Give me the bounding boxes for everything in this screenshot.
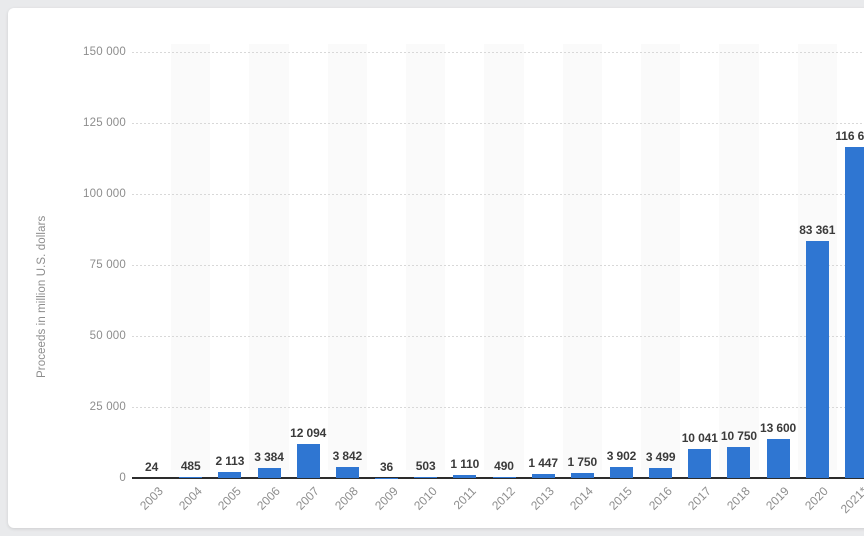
x-tick-label: 2019 — [763, 484, 792, 513]
x-tick-label: 2003 — [136, 484, 166, 513]
column-bands — [132, 44, 864, 470]
y-tick-label: 25 000 — [89, 401, 126, 413]
y-tick-label: 125 000 — [83, 117, 126, 129]
bar-chart: 0 25 000 50 000 75 000 100 000 125 000 150 000… — [8, 8, 864, 528]
bar[interactable] — [844, 146, 864, 478]
gridline — [132, 194, 864, 195]
y-tick-label: 75 000 — [89, 259, 126, 271]
x-tick-label: 2006 — [254, 484, 283, 513]
bar[interactable] — [218, 472, 242, 478]
plot-area — [132, 44, 864, 470]
column-band — [641, 44, 681, 470]
column-band — [406, 44, 446, 470]
x-tick-label: 2016 — [645, 484, 675, 513]
bar[interactable] — [335, 467, 359, 478]
y-axis-title: Proceeds in million U.S. dollars — [36, 215, 48, 378]
x-tick-label: 2014 — [567, 484, 597, 513]
gridline — [132, 265, 864, 266]
bar[interactable] — [414, 476, 438, 478]
gridline — [132, 336, 864, 337]
gridlines — [132, 44, 864, 470]
bar-value-label: 10 041 — [681, 431, 718, 446]
column-band — [249, 44, 289, 470]
bar-value-label: 3 499 — [645, 450, 676, 465]
column-band — [719, 44, 759, 470]
x-tick-label: 2017 — [684, 484, 714, 513]
bar-value-label: 2 113 — [215, 453, 245, 468]
bar[interactable] — [179, 476, 203, 478]
y-tick-label: 50 000 — [89, 330, 126, 342]
bar-value-label: 116 645 — [835, 128, 864, 143]
bar[interactable] — [570, 473, 594, 478]
bar-value-label: 485 — [180, 458, 201, 473]
x-tick-label: 2007 — [293, 484, 323, 513]
x-tick-label: 2012 — [489, 484, 518, 513]
bar-value-label: 503 — [415, 458, 436, 473]
bar-value-label: 83 361 — [799, 223, 836, 238]
bar-value-label: 3 902 — [606, 448, 637, 463]
x-tick-label: 2013 — [528, 484, 558, 513]
bar[interactable] — [766, 439, 790, 478]
x-tick-label: 2010 — [410, 484, 440, 513]
bar-value-label: 1 750 — [567, 455, 598, 470]
bar[interactable] — [609, 466, 633, 478]
x-tick-label: 2004 — [175, 484, 205, 513]
bar[interactable] — [649, 468, 673, 478]
bar-value-label: 36 — [379, 459, 394, 474]
x-tick-label: 2021* — [838, 484, 864, 517]
chart-card: 0 25 000 50 000 75 000 100 000 125 000 150 000… — [8, 8, 864, 528]
bar[interactable] — [296, 443, 320, 478]
x-axis-line — [132, 477, 864, 479]
column-band — [484, 44, 524, 470]
x-tick-label: 2011 — [450, 484, 479, 513]
x-tick-label: 2020 — [802, 484, 832, 513]
bar-value-label: 24 — [145, 459, 159, 474]
y-tick-label: 150 000 — [83, 46, 126, 58]
x-tick-label: 2008 — [332, 484, 362, 513]
bar-value-label: 490 — [494, 458, 514, 473]
gridline — [132, 52, 864, 53]
bar-series — [132, 44, 864, 478]
bar[interactable] — [805, 241, 829, 478]
x-tick-label: 2005 — [215, 484, 244, 513]
bar[interactable] — [453, 474, 477, 478]
bar[interactable] — [531, 473, 555, 478]
x-tick-label: 2015 — [606, 484, 636, 513]
gridline — [132, 123, 864, 124]
y-tick-label: 0 — [119, 472, 126, 484]
column-band — [327, 44, 367, 470]
bar-value-label: 1 110 — [450, 456, 480, 471]
bar-value-label: 12 094 — [290, 425, 327, 440]
bar-value-label: 3 842 — [332, 449, 363, 464]
x-tick-label: 2018 — [724, 484, 753, 513]
y-axis-ticks: 0 25 000 50 000 75 000 100 000 125 000 150 000 — [8, 8, 126, 528]
column-band — [171, 44, 211, 470]
bar[interactable] — [257, 468, 281, 478]
bar[interactable] — [492, 476, 516, 478]
bar-value-label: 13 600 — [760, 421, 797, 436]
x-tick-label: 2009 — [371, 484, 401, 513]
bar[interactable] — [688, 449, 712, 478]
bar-value-label: 10 750 — [720, 429, 757, 444]
y-tick-label: 100 000 — [83, 188, 126, 200]
bar-value-label: 1 447 — [528, 455, 558, 470]
gridline — [132, 407, 864, 408]
bar-value-label: 3 384 — [254, 450, 284, 465]
column-band — [562, 44, 602, 470]
bar[interactable] — [727, 447, 751, 478]
x-axis-ticks: 2003 2004 2005 2006 2007 2008 2009 2010 2011 2012… — [132, 478, 864, 528]
